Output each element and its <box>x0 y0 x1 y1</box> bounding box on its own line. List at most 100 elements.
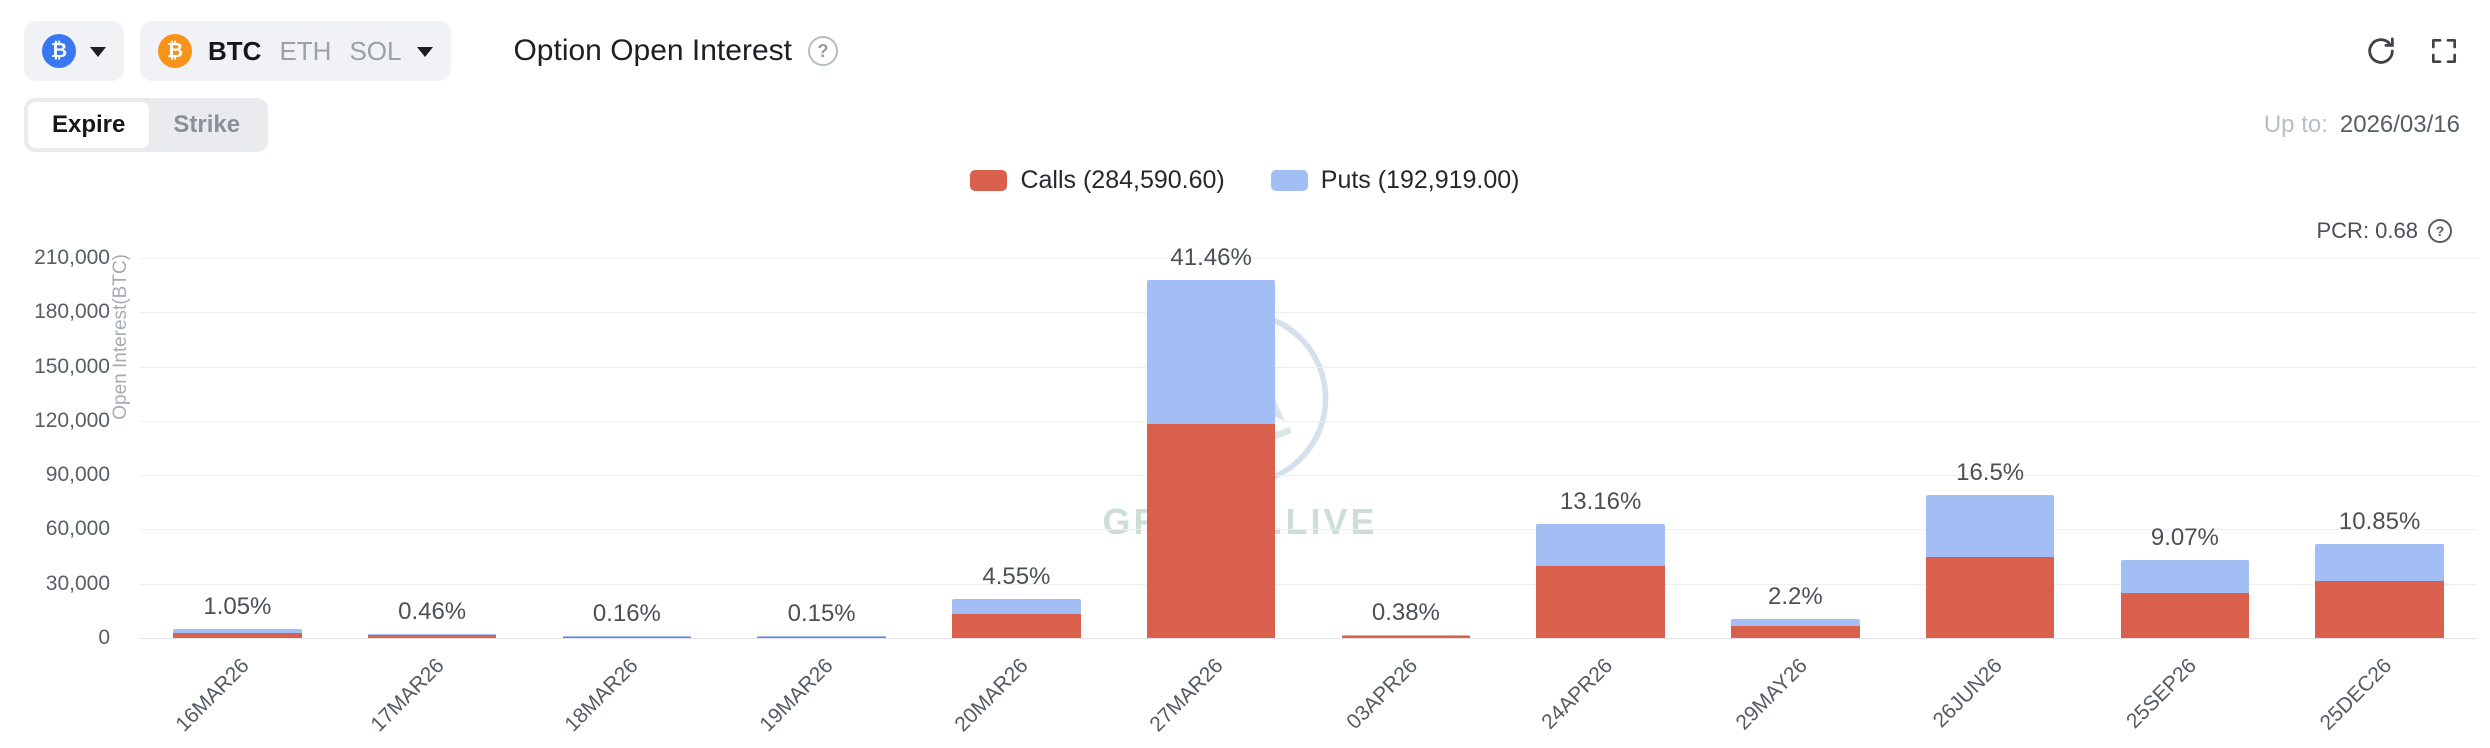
y-tick-label: 150,000 <box>34 354 110 378</box>
x-tick-label: 24APR26 <box>1537 654 1617 734</box>
open-interest-chart: Open Interest(BTC) GREEKS.LIVE 030,00060… <box>34 244 2477 736</box>
puts-segment <box>562 636 692 637</box>
percent-label: 4.55% <box>982 562 1051 590</box>
x-tick-label: 26JUN26 <box>1928 654 2007 733</box>
calls-segment <box>1731 625 1860 638</box>
calls-segment <box>1536 565 1665 638</box>
legend-puts-label: Puts (192,919.00) <box>1320 166 1520 194</box>
bar-group-26jun26[interactable]: 16.5% 26JUN26 <box>1893 258 2088 732</box>
calls-swatch-icon <box>970 170 1008 191</box>
y-axis-title: Open Interest(BTC) <box>110 254 131 420</box>
bar-group-25dec26[interactable]: 10.85% 25DEC26 <box>2282 258 2477 735</box>
percent-label: 0.38% <box>1371 598 1440 626</box>
up-to-date[interactable]: 2026/03/16 <box>2339 111 2460 138</box>
calls-segment <box>1146 423 1276 638</box>
asset-option-eth[interactable]: ETH <box>279 35 332 66</box>
percent-label: 41.46% <box>1170 243 1252 271</box>
percent-label: 9.07% <box>2150 523 2219 551</box>
stacked-bar <box>1925 495 2055 638</box>
up-to-label: Up to: <box>2263 111 2328 138</box>
stacked-bar <box>367 634 497 638</box>
x-tick-label: 16MAR26 <box>171 654 254 737</box>
puts-segment <box>757 636 886 637</box>
bar-group-24apr26[interactable]: 13.16% 24APR26 <box>1503 258 1698 734</box>
tab-expire[interactable]: Expire <box>28 102 150 148</box>
x-tick-label: 18MAR26 <box>560 654 644 737</box>
stacked-bar <box>952 598 1081 638</box>
subbar: Expire Strike Up to: 2026/03/16 <box>24 98 2460 152</box>
toolbar-actions <box>2364 34 2460 68</box>
asset-selector[interactable]: ₿ BTC ETH SOL <box>140 21 452 81</box>
stacked-bar <box>173 628 302 638</box>
legend-calls-label: Calls (284,590.60) <box>1020 166 1225 194</box>
fullscreen-icon[interactable] <box>2428 35 2460 67</box>
bar-group-17mar26[interactable]: 0.46% 17MAR26 <box>335 258 530 736</box>
puts-segment <box>367 634 497 636</box>
bar-group-20mar26[interactable]: 4.55% 20MAR26 <box>919 258 1114 736</box>
percent-label: 13.16% <box>1559 488 1642 516</box>
stacked-bar <box>1146 279 1276 638</box>
puts-segment <box>1731 619 1860 626</box>
help-icon[interactable]: ? <box>807 36 838 66</box>
calls-segment <box>952 614 1081 638</box>
bar-group-27mar26[interactable]: 41.46% 27MAR26 <box>1114 244 1309 736</box>
puts-segment <box>2315 544 2444 581</box>
chart-legend: Calls (284,590.60) Puts (192,919.00) <box>0 166 2490 195</box>
x-tick-label: 25DEC26 <box>2315 654 2396 735</box>
x-tick-label: 29MAY26 <box>1731 654 1812 735</box>
calls-segment <box>367 635 497 638</box>
calls-segment <box>757 637 886 638</box>
puts-segment <box>1341 634 1471 637</box>
puts-segment <box>952 598 1081 615</box>
calls-segment <box>1341 636 1471 638</box>
gridline <box>140 583 2477 585</box>
gridline <box>140 420 2477 422</box>
calls-segment <box>1925 556 2055 638</box>
percent-label: 0.46% <box>398 598 467 626</box>
chevron-down-icon <box>417 47 434 57</box>
percent-label: 0.15% <box>787 600 856 627</box>
refresh-icon[interactable] <box>2364 34 2398 68</box>
x-tick-label: 19MAR26 <box>755 654 838 737</box>
currency-dropdown[interactable]: ₿ <box>24 21 124 81</box>
pcr-help-icon[interactable]: ? <box>2428 219 2452 243</box>
percent-label: 1.05% <box>203 592 272 620</box>
legend-item-puts[interactable]: Puts (192,919.00) <box>1270 166 1520 195</box>
bar-group-16mar26[interactable]: 1.05% 16MAR26 <box>140 258 335 736</box>
stacked-bar <box>2315 544 2444 638</box>
percent-label: 0.16% <box>592 600 661 627</box>
puts-segment <box>1536 524 1665 566</box>
gridline <box>140 258 2477 259</box>
y-tick-label: 210,000 <box>34 246 110 269</box>
calls-segment <box>2315 581 2444 638</box>
bars-container: 1.05% 16MAR26 0.46% 17MAR26 0.16% 18MAR26 0.15… <box>140 244 2477 736</box>
x-tick-label: 03APR26 <box>1342 654 1423 734</box>
gridline <box>140 475 2477 477</box>
asset-option-btc[interactable]: BTC <box>208 35 262 66</box>
x-tick-label: 27MAR26 <box>1145 654 1228 737</box>
y-tick-label: 0 <box>98 626 110 649</box>
bar-group-03apr26[interactable]: 0.38% 03APR26 <box>1309 258 1504 734</box>
x-tick-label: 25SEP26 <box>2122 654 2202 734</box>
view-tabs: Expire Strike <box>24 98 269 152</box>
gridline <box>140 529 2477 531</box>
y-tick-label: 90,000 <box>45 463 110 487</box>
bar-group-29may26[interactable]: 2.2% 29MAY26 <box>1698 258 1893 734</box>
y-tick-label: 30,000 <box>45 571 110 595</box>
bar-group-19mar26[interactable]: 0.15% 19MAR26 <box>724 258 919 736</box>
legend-item-calls[interactable]: Calls (284,590.60) <box>970 166 1225 195</box>
stacked-bar <box>562 636 692 638</box>
bar-group-25sep26[interactable]: 9.07% 25SEP26 <box>2088 258 2283 733</box>
calls-segment <box>562 637 692 638</box>
puts-segment <box>1925 495 2055 557</box>
tab-strike[interactable]: Strike <box>173 111 241 138</box>
gridline <box>140 366 2477 368</box>
puts-segment <box>173 628 302 633</box>
x-tick-label: 17MAR26 <box>366 654 449 737</box>
asset-option-sol[interactable]: SOL <box>349 35 402 66</box>
y-tick-label: 180,000 <box>34 300 110 324</box>
stacked-bar <box>2120 559 2250 638</box>
bar-group-18mar26[interactable]: 0.16% 18MAR26 <box>530 258 725 736</box>
currency-coin-icon: ₿ <box>42 34 76 68</box>
puts-segment <box>2120 559 2250 593</box>
